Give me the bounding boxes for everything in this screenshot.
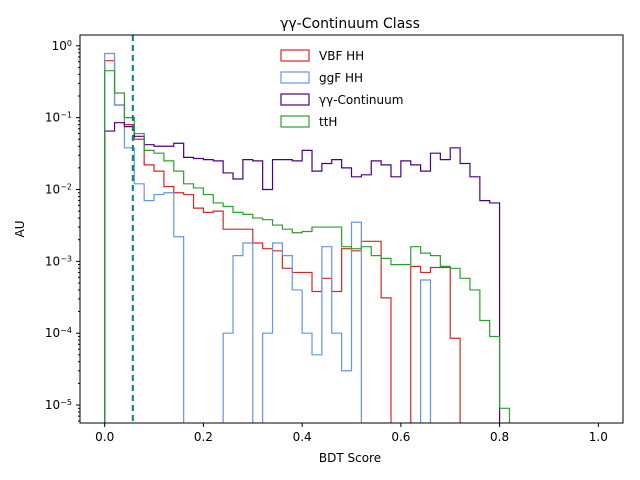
x-tick-label: 1.0: [589, 430, 608, 444]
legend-swatch: [280, 115, 310, 128]
y-axis-ticks: 100 10−1 10−2 10−3 10−4 10−5: [45, 38, 80, 422]
y-tick-label: 10−3: [45, 254, 72, 269]
legend-label: VBF HH: [319, 49, 364, 63]
x-tick-label: 0.4: [293, 430, 312, 444]
series-layer: [104, 52, 511, 423]
series-3-histogram: [104, 70, 511, 423]
series-2-histogram: [104, 122, 501, 423]
legend-swatch: [280, 71, 310, 84]
y-tick-label: 100: [52, 38, 72, 53]
legend-swatch: [280, 49, 310, 62]
x-tick-label: 0.6: [391, 430, 410, 444]
series-1-histogram: [104, 52, 432, 423]
series-0-histogram: [104, 60, 461, 423]
legend: VBF HH ggF HH γγ-Continuum ttH: [280, 49, 403, 129]
y-tick-label: 10−1: [45, 110, 72, 125]
legend-label: γγ-Continuum: [319, 93, 403, 107]
y-tick-label: 10−5: [45, 398, 72, 413]
y-axis-label: AU: [13, 221, 27, 238]
plot-frame: [79, 34, 624, 424]
legend-label: ggF HH: [319, 71, 363, 85]
x-axis-ticks: 0.0 0.2 0.4 0.6 0.8 1.0: [95, 423, 608, 444]
x-tick-label: 0.2: [194, 430, 213, 444]
x-tick-label: 0.0: [95, 430, 114, 444]
legend-label: ttH: [319, 115, 337, 129]
y-tick-label: 10−4: [45, 326, 72, 341]
legend-swatch: [280, 93, 310, 106]
x-tick-label: 0.8: [490, 430, 509, 444]
chart-title: γγ-Continuum Class: [280, 16, 420, 32]
x-axis-label: BDT Score: [319, 451, 381, 465]
y-tick-label: 10−2: [45, 182, 72, 197]
